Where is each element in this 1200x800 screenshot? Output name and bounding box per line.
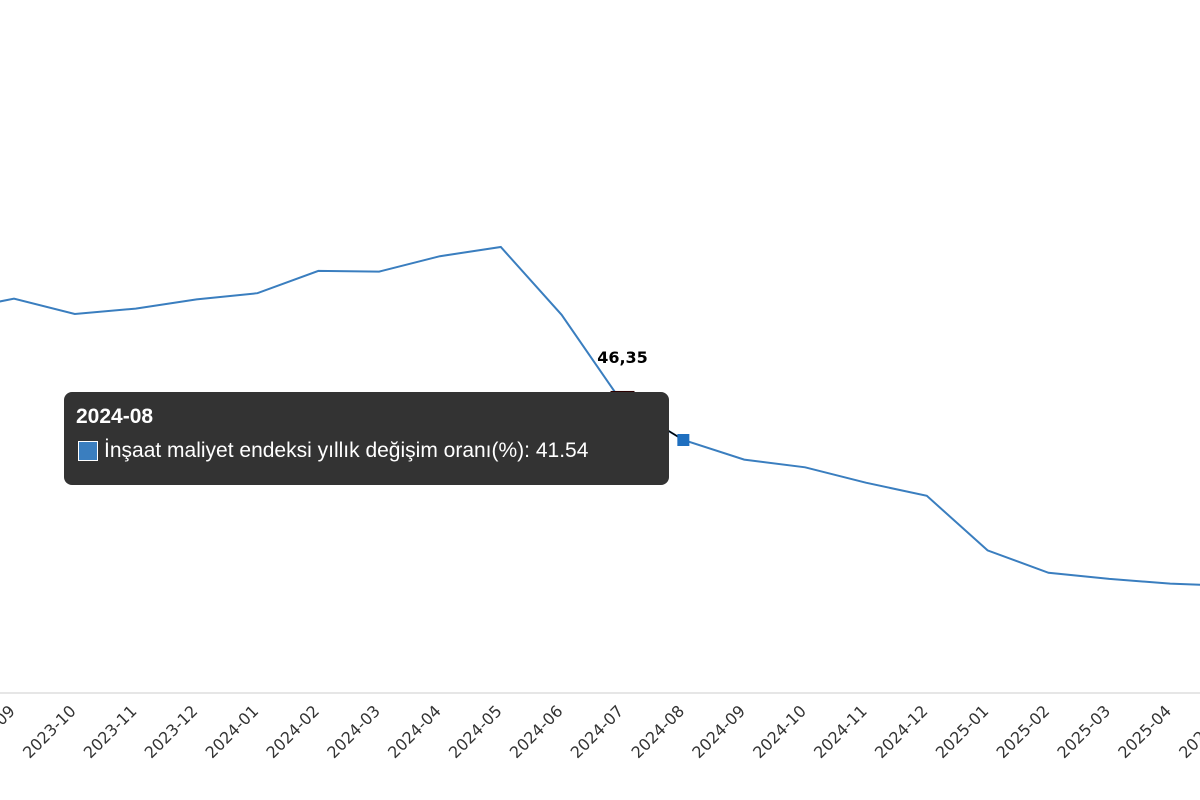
x-tick-label-2025-03: 2025-03: [1053, 701, 1114, 762]
x-tick-label-2024-03: 2024-03: [323, 701, 384, 762]
x-tick-label-2024-06: 2024-06: [506, 701, 567, 762]
x-tick-label-2024-09: 2024-09: [688, 701, 749, 762]
x-tick-label-2023-11: 2023-11: [80, 701, 141, 762]
tooltip: 2024-08 İnşaat maliyet endeksi yıllık de…: [64, 392, 669, 485]
data-label-2024-07: 46,35: [597, 348, 648, 367]
x-tick-label-2023-10: 2023-10: [19, 701, 80, 762]
x-tick-label-2024-05: 2024-05: [445, 701, 506, 762]
tooltip-value: 41.54: [535, 439, 589, 462]
tooltip-series-name: İnşaat maliyet endeksi yıllık değişim or…: [104, 439, 525, 462]
x-tick-label-2024-11: 2024-11: [810, 701, 871, 762]
tooltip-row: İnşaat maliyet endeksi yıllık değişim or…: [76, 438, 657, 464]
x-tick-label-2024-01: 2024-01: [202, 701, 263, 762]
x-tick-label-2025-05: 2025-05: [1175, 701, 1200, 762]
tooltip-title: 2024-08: [76, 405, 154, 428]
x-axis-ticks: 2023-09 2023-10 2023-11 2023-12 2024-01 2024-…: [0, 701, 1200, 762]
tooltip-separator: :: [524, 439, 536, 462]
series-line[interactable]: [0, 245, 1200, 586]
x-tick-label-2024-10: 2024-10: [749, 701, 810, 762]
x-tick-label-2024-12: 2024-12: [871, 701, 932, 762]
x-tick-label-2024-07: 2024-07: [567, 701, 628, 762]
x-tick-label-2024-04: 2024-04: [384, 701, 445, 762]
x-tick-label-2025-04: 2025-04: [1114, 701, 1175, 762]
x-tick-label-2024-08: 2024-08: [627, 701, 688, 762]
x-tick-label-2025-02: 2025-02: [993, 701, 1054, 762]
x-tick-label-2023-09: 2023-09: [0, 701, 19, 762]
x-tick-label-2025-01: 2025-01: [932, 701, 993, 762]
marker-2024-08[interactable]: [677, 434, 690, 446]
x-tick-label-2023-12: 2023-12: [141, 701, 202, 762]
x-tick-label-2024-02: 2024-02: [262, 701, 323, 762]
legend-swatch: [78, 441, 98, 461]
